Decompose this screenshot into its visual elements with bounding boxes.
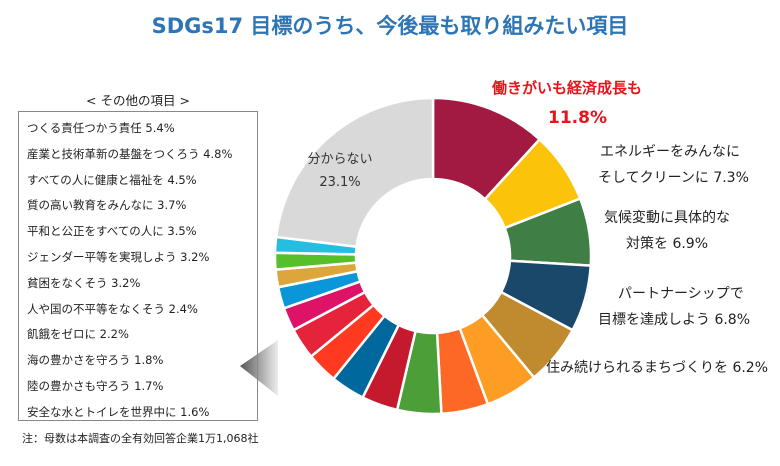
others-item: 人や国の不平等をなくそう 2.4% xyxy=(27,301,198,316)
donut-slice-17 xyxy=(274,96,435,249)
others-item: 平和と公正をすべての人に 3.5% xyxy=(27,224,197,239)
label-partnership-1: パートナーシップで xyxy=(618,286,744,302)
top1-value: 11.8% xyxy=(548,108,607,128)
others-item: 質の高い教育をみんなに 3.7% xyxy=(27,198,187,213)
others-item: 貧困をなくそう 3.2% xyxy=(27,275,141,290)
label-energy-1: エネルギーをみんなに xyxy=(600,144,740,160)
label-energy-2: そしてクリーンに 7.3% xyxy=(598,170,749,186)
label-cities: 住み続けられるまちづくりを 6.2% xyxy=(546,360,769,376)
others-item: ジェンダー平等を実現しよう 3.2% xyxy=(27,249,210,264)
others-title: < その他の項目 > xyxy=(86,93,190,108)
others-item: 産業と技術革新の基盤をつくろう 4.8% xyxy=(27,146,233,161)
others-item: つくる責任つかう責任 5.4% xyxy=(27,121,175,135)
others-item: 安全な水とトイレを世界中に 1.6% xyxy=(27,404,210,419)
others-item: 陸の豊かさも守ろう 1.7% xyxy=(27,378,164,393)
label-partnership-2: 目標を達成しよう 6.8% xyxy=(598,312,751,328)
chart-title: SDGs17 目標のうち、今後最も取り組みたい項目 xyxy=(151,14,629,38)
unknown-value: 23.1% xyxy=(319,175,361,190)
top1-name: 働きがいも経済成長も xyxy=(492,79,643,97)
others-item: 飢餓をゼロに 2.2% xyxy=(27,327,129,342)
unknown-name: 分からない xyxy=(307,152,373,167)
callout-pointer xyxy=(240,340,278,396)
unknown-label: 分からない 23.1% xyxy=(300,148,380,194)
others-box: つくる責任つかう責任 5.4% 産業と技術革新の基盤をつくろう 4.8% すべて… xyxy=(18,111,258,421)
others-item: すべての人に健康と福祉を 4.5% xyxy=(27,172,197,187)
footnote: 注：母数は本調査の全有効回答企業1万1,068社 xyxy=(22,432,259,445)
label-climate-2: 対策を 6.9% xyxy=(626,236,709,252)
others-item: 海の豊かさを守ろう 1.8% xyxy=(27,353,164,368)
label-climate-1: 気候変動に具体的な xyxy=(604,210,730,226)
